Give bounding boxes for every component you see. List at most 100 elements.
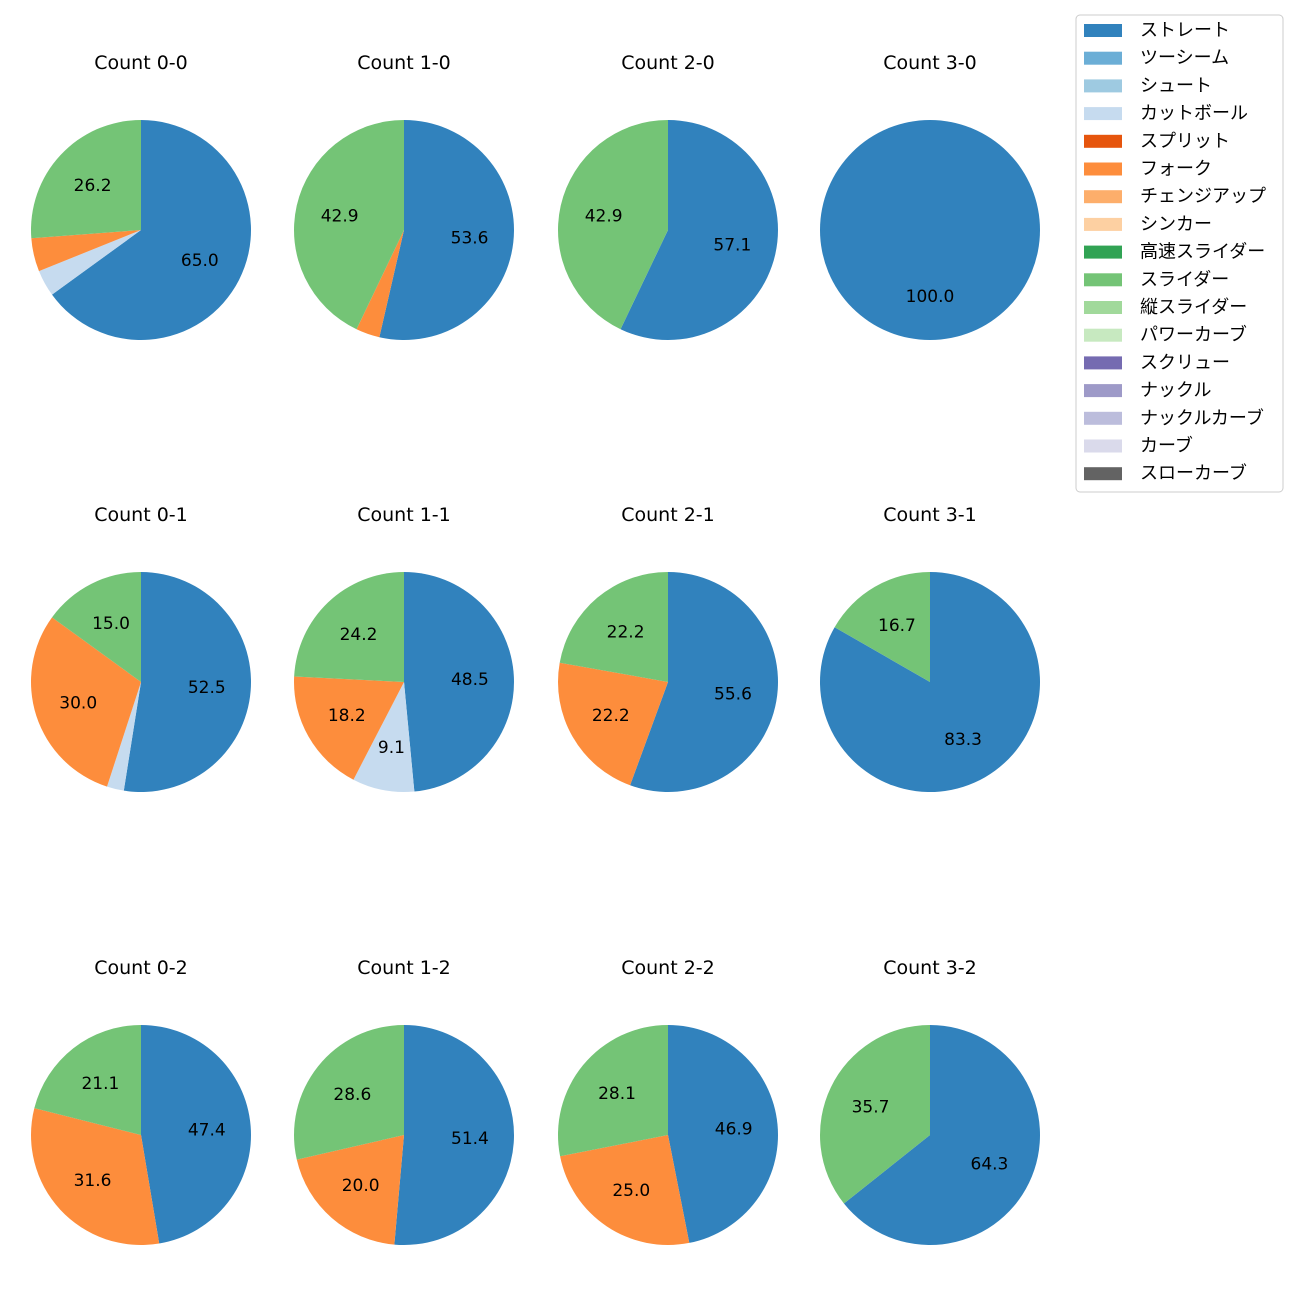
pie-title: Count 3-0 — [883, 52, 977, 74]
pie-slice — [560, 1135, 690, 1245]
slice-value-label: 47.4 — [188, 1121, 226, 1141]
pie-slice — [394, 1025, 515, 1246]
pie-slice — [356, 230, 404, 338]
pie-slice — [620, 120, 778, 340]
pie-1: Count 0-0 65.0 26.2 — [30, 52, 251, 340]
pie-title: Count 1-1 — [357, 504, 451, 526]
pie-6: Count 1-1 48.5 9.1 18.2 24.2 — [294, 504, 515, 792]
legend-swatch — [1084, 217, 1122, 231]
legend-swatch — [1084, 190, 1122, 204]
pie-slice — [294, 676, 404, 780]
pie-11: Count 2-2 46.9 25.0 28.1 — [558, 957, 778, 1245]
legend-entry: スプリット — [1084, 131, 1230, 152]
legend-swatch — [1084, 467, 1122, 481]
legend-entry: ツーシーム — [1084, 48, 1229, 69]
pie-title: Count 0-2 — [94, 957, 188, 979]
legend-swatch — [1084, 411, 1122, 425]
pie-12: Count 3-2 64.3 35.7 — [819, 957, 1040, 1245]
legend-swatch — [1084, 384, 1122, 398]
pie-title: Count 3-1 — [883, 504, 977, 526]
pie-slice — [819, 1025, 930, 1204]
legend-entry: スローカーブ — [1084, 462, 1247, 484]
pie-slice — [38, 230, 141, 295]
pie-slice — [558, 662, 668, 786]
slice-value-label: 48.5 — [451, 670, 489, 690]
pie-slice — [294, 572, 404, 682]
pie-10: Count 1-2 51.4 20.0 28.6 — [294, 957, 515, 1246]
pie-5: Count 0-1 52.5 30.0 15.0 — [31, 504, 252, 792]
slice-value-label: 22.2 — [592, 706, 630, 726]
pie-slice — [353, 682, 415, 792]
slice-value-label: 52.5 — [188, 678, 226, 698]
legend-swatch — [1084, 134, 1122, 148]
pie-7: Count 2-1 55.6 22.2 22.2 — [558, 504, 778, 792]
legend-label: スライダー — [1140, 269, 1229, 290]
legend-swatch — [1084, 51, 1122, 65]
legend-label: フォーク — [1140, 159, 1212, 180]
slice-value-label: 65.0 — [181, 251, 219, 271]
slice-value-label: 26.2 — [74, 176, 112, 196]
pie-8: Count 3-1 83.3 16.7 — [819, 504, 1041, 792]
legend-entry: スクリュー — [1084, 352, 1230, 373]
pie-slice — [558, 120, 668, 330]
pie-slice — [30, 120, 141, 239]
pie-slice — [294, 120, 404, 330]
pie-title: Count 1-0 — [357, 52, 451, 74]
legend-swatch — [1084, 356, 1122, 370]
slice-value-label: 31.6 — [74, 1171, 112, 1191]
legend-entry: ナックル — [1084, 380, 1211, 401]
pie-slice — [294, 1025, 404, 1160]
legend-label: カットボール — [1140, 103, 1248, 124]
slice-value-label: 100.0 — [906, 287, 955, 307]
legend-swatch — [1084, 273, 1122, 287]
pie-slice — [668, 1025, 778, 1243]
slice-value-label: 83.3 — [944, 730, 982, 750]
slice-value-label: 55.6 — [714, 685, 752, 705]
pie-slice — [843, 1025, 1040, 1245]
pie-slice — [834, 572, 930, 682]
pie-slice — [630, 572, 778, 792]
legend-label: カーブ — [1140, 435, 1193, 457]
legend-label: スプリット — [1140, 131, 1230, 152]
slice-value-label: 20.0 — [342, 1176, 380, 1196]
pie-title: Count 0-0 — [94, 52, 188, 74]
slice-value-label: 30.0 — [59, 693, 97, 713]
pie-title: Count 3-2 — [883, 957, 977, 979]
pie-slice — [558, 1025, 668, 1157]
pie-slice — [52, 572, 141, 682]
slice-value-label: 21.1 — [81, 1074, 119, 1094]
pie-title: Count 1-2 — [357, 957, 451, 979]
legend-label: シンカー — [1140, 214, 1212, 235]
slice-value-label: 28.1 — [598, 1084, 636, 1104]
legend-label: パワーカーブ — [1140, 324, 1247, 346]
slice-value-label: 16.7 — [878, 616, 916, 636]
legend-entry: チェンジアップ — [1084, 186, 1266, 207]
legend-swatch — [1084, 301, 1122, 314]
legend-entry: ナックルカーブ — [1084, 407, 1264, 429]
legend-swatch — [1084, 245, 1122, 259]
legend-label: 高速スライダー — [1140, 242, 1265, 263]
legend-items: ストレートツーシームシュートカットボールスプリットフォークチェンジアップシンカー… — [1084, 20, 1266, 484]
pie-slice — [34, 1025, 141, 1135]
pie-slice — [404, 572, 515, 792]
pie-slice — [31, 230, 141, 272]
slice-value-label: 22.2 — [607, 622, 645, 642]
pie-3: Count 2-0 57.1 42.9 — [558, 52, 778, 340]
pie-slice — [30, 1108, 160, 1245]
legend-entry: 高速スライダー — [1084, 242, 1265, 263]
legend-frame — [1075, 14, 1284, 493]
pie-slice — [52, 120, 251, 340]
legend-swatch — [1084, 439, 1122, 453]
legend-entry: フォーク — [1084, 159, 1212, 180]
pie-slice — [559, 572, 668, 682]
legend-label: ストレート — [1140, 20, 1230, 41]
slice-value-label: 42.9 — [585, 206, 623, 226]
slice-value-label: 57.1 — [713, 236, 751, 256]
slice-value-label: 35.7 — [852, 1097, 890, 1117]
legend-swatch — [1084, 79, 1122, 93]
legend-label: スクリュー — [1140, 352, 1230, 373]
slice-value-label: 9.1 — [378, 738, 405, 758]
slice-value-label: 24.2 — [340, 625, 378, 645]
